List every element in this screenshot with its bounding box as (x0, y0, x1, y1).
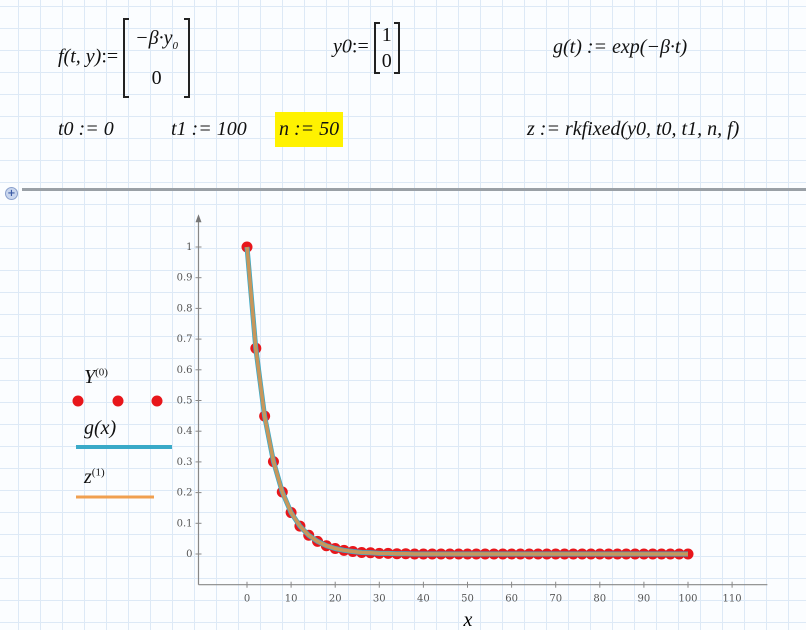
y0-matrix: 1 0 (373, 22, 400, 74)
y-tick-label: 0.4 (177, 426, 193, 437)
f-row1: −β·y (135, 27, 173, 49)
x-tick-label: 20 (329, 594, 342, 605)
x-tick-label: 80 (593, 594, 606, 605)
legend-label-y0[interactable]: Y(0) (84, 366, 108, 388)
f-matrix: −β·y0 0 (123, 18, 190, 98)
x-tick-label: 100 (678, 594, 697, 605)
f-lhs: f(t, y) (58, 45, 102, 68)
x-tick-label: 0 (244, 594, 250, 605)
y-tick-label: 0.1 (177, 518, 193, 529)
y-tick-label: 0.9 (177, 273, 193, 284)
x-tick-label: 110 (723, 594, 742, 605)
y-tick-label: 0.7 (177, 334, 193, 345)
y-tick-label: 0.3 (177, 457, 193, 468)
y0-lhs: y0 (333, 35, 352, 58)
n-definition-highlighted[interactable]: n := 50 (275, 112, 344, 147)
y-tick-label: 1 (186, 242, 192, 253)
z-definition[interactable]: z := rkfixed(y0, t0, t1, n, f) (527, 118, 740, 140)
x-tick-label: 50 (461, 594, 474, 605)
y-tick-label: 0.8 (177, 303, 193, 314)
y-tick-label: 0.2 (177, 488, 193, 499)
g-definition[interactable]: g(t) := exp(−β·t) (553, 36, 688, 58)
x-tick-label: 30 (373, 594, 386, 605)
f-definition[interactable]: f(t, y):= −β·y0 0 (58, 18, 190, 98)
y0-definition[interactable]: y0:= 1 0 (333, 22, 400, 74)
y-tick-label: 0.6 (177, 365, 193, 376)
y-tick-label: 0.5 (177, 396, 193, 407)
x-tick-label: 60 (505, 594, 518, 605)
legend-y0-marker (151, 395, 163, 407)
y-tick-label: 0 (186, 549, 192, 560)
x-tick-label: 70 (549, 594, 562, 605)
t1-definition[interactable]: t1 := 100 (171, 118, 247, 140)
legend-label-g[interactable]: g(x) (84, 417, 117, 439)
f-row1-sub: 0 (172, 40, 179, 52)
g-series-line (244, 246, 688, 557)
y-axis-arrow (195, 214, 202, 223)
legend-label-z1[interactable]: z(1) (84, 466, 105, 488)
x-axis-label[interactable]: x (463, 609, 473, 630)
legend-y0-marker (72, 395, 84, 407)
f-row2: 0 (151, 67, 162, 89)
y0-row1: 1 (381, 24, 392, 46)
t0-definition[interactable]: t0 := 0 (58, 118, 114, 140)
z1-series-line (245, 246, 688, 556)
region-expand-icon[interactable]: + (5, 187, 18, 200)
assign-op: := (101, 45, 119, 68)
region-divider[interactable] (22, 188, 806, 191)
x-tick-label: 10 (285, 594, 298, 605)
legend-y0-marker (112, 395, 124, 407)
x-tick-label: 40 (417, 594, 430, 605)
x-tick-label: 90 (638, 594, 651, 605)
y0-row2: 0 (381, 50, 392, 72)
assign-op: := (351, 35, 369, 58)
